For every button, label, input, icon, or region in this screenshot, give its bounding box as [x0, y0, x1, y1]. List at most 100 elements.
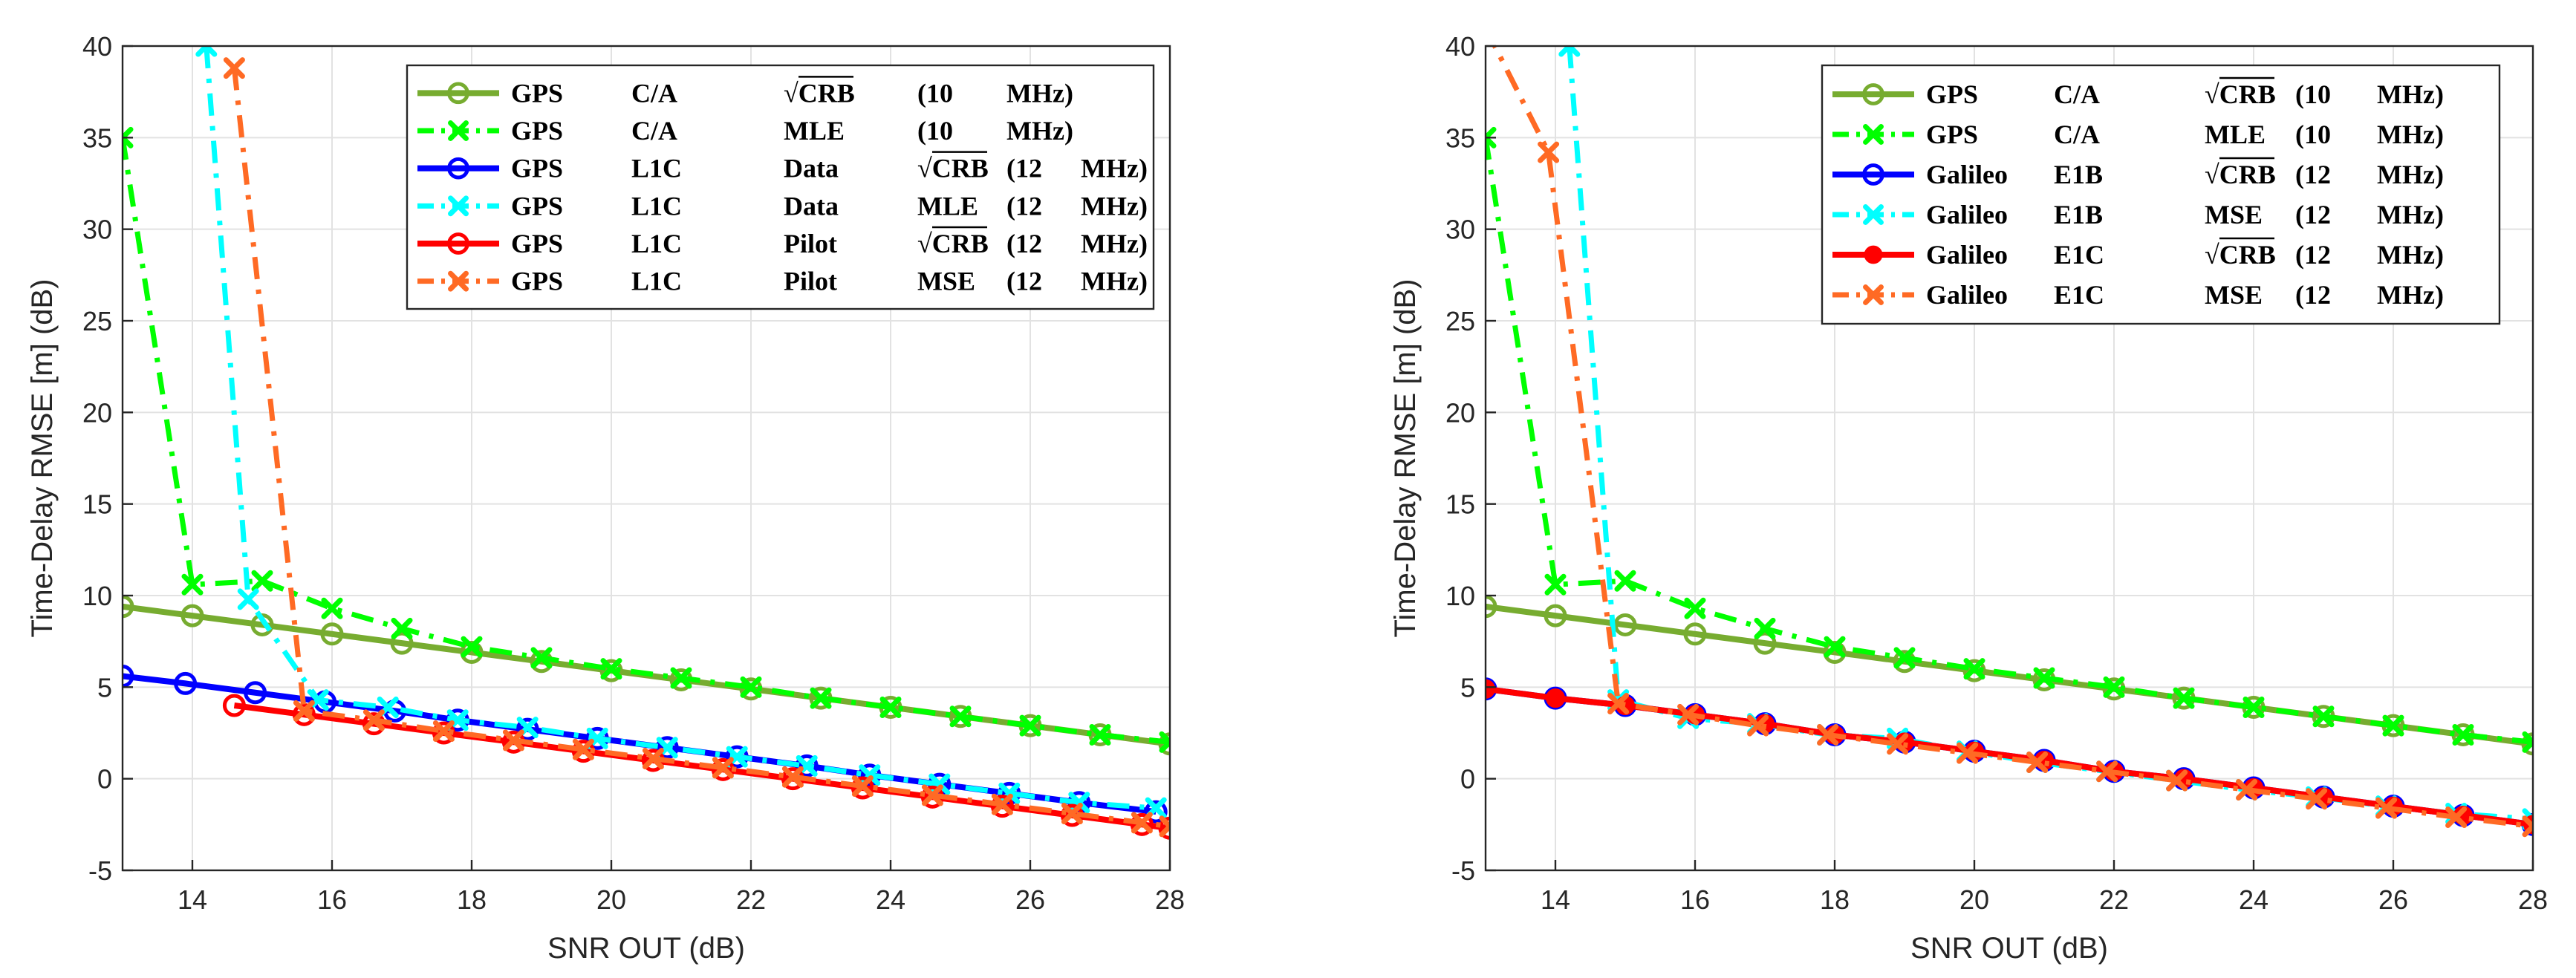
legend-token: GPS [511, 116, 563, 146]
y-tick-label: 25 [82, 306, 112, 336]
data-point-s1-3 [321, 597, 343, 619]
data-point-s1-12 [2312, 705, 2335, 728]
right-chart-panel: 14 16 18 20 22 24 26 28 -5 0 5 10 15 20 25 30 35 40 SNR OU… [1389, 31, 2548, 965]
data-point-s1-9 [740, 676, 762, 698]
y-tick-label: 40 [82, 31, 112, 62]
data-point-s4-1 [1546, 688, 1565, 708]
left-chart-panel: 14 16 18 20 22 24 26 28 -5 0 5 10 15 20 25 30 35 40 SNR OU… [26, 31, 1185, 965]
y-tick-label: 0 [1460, 764, 1475, 795]
y-tick-label: 0 [97, 764, 112, 795]
data-point-s3-12 [998, 782, 1021, 804]
legend-token: Data [784, 191, 839, 221]
legend-marker-1 [448, 120, 469, 141]
legend-token: GPS [511, 154, 563, 183]
legend-token: √CRB [2205, 160, 2276, 189]
legend-token: MLE [2205, 120, 2266, 149]
data-point-s4-11 [990, 795, 1014, 818]
legend-token: GPS [511, 267, 563, 296]
data-point-s5-11 [2236, 778, 2258, 801]
data-point-s1-2 [251, 570, 273, 592]
legend-token: √CRB [2205, 240, 2276, 270]
data-point-s1-11 [2242, 696, 2265, 718]
legend-token: C/A [631, 78, 677, 108]
series-line-3 [204, 46, 1157, 811]
legend-marker-1 [1863, 124, 1884, 145]
data-point-s5-10 [2166, 769, 2188, 792]
legend-token: (12 [1006, 229, 1042, 258]
data-point-s1-2 [1614, 570, 1636, 592]
axes-box [1484, 45, 2534, 872]
data-point-s5-1 [293, 700, 315, 722]
legend-token: (12 [2295, 280, 2331, 310]
legend-token: E1C [2054, 240, 2104, 270]
data-point-s4-9 [850, 776, 874, 800]
data-point-s5-12 [2306, 788, 2328, 810]
data-point-s1-0 [123, 126, 134, 149]
data-point-s0-15 [2521, 732, 2533, 756]
data-point-s0-1 [1544, 604, 1567, 627]
data-point-s5-13 [2375, 797, 2398, 819]
data-point-s1-1 [181, 573, 204, 596]
data-point-s0-2 [1613, 613, 1637, 636]
legend-token: (10 [2295, 79, 2331, 109]
legend-marker-5 [448, 270, 469, 292]
x-axis-label: SNR OUT (dB) [1910, 932, 2108, 965]
legend-marker-5 [1863, 284, 1884, 305]
data-point-s3-1 [237, 588, 259, 610]
data-point-s5-9 [2096, 760, 2118, 783]
y-tick-label: 25 [1445, 306, 1475, 336]
data-point-s2-15 [1144, 800, 1168, 824]
series-line-1 [1486, 137, 2533, 745]
series-line-5 [231, 68, 1170, 829]
x-tick-label: 14 [1541, 884, 1570, 915]
data-point-s5-7 [1957, 742, 1979, 764]
legend-box [406, 64, 1155, 310]
data-point-s4-3 [432, 721, 455, 745]
y-tick-label: 10 [1445, 581, 1475, 611]
data-point-s5-15 [2522, 815, 2533, 838]
data-point-s5-3 [1677, 703, 1700, 726]
legend-token: GPS [511, 229, 563, 258]
legend-marker-3 [1863, 204, 1884, 225]
x-tick-label: 28 [2518, 884, 2548, 915]
x-tick-label: 18 [457, 884, 487, 915]
data-point-s1-13 [2382, 714, 2404, 737]
x-tick-label: 14 [178, 884, 207, 915]
legend-token: GPS [511, 191, 563, 221]
data-point-s0-0 [1486, 595, 1497, 619]
legend-token: √CRB [784, 78, 855, 108]
data-point-s5-14 [2445, 806, 2468, 828]
legend-token: MHz) [1081, 229, 1148, 258]
y-tick-label: 40 [1445, 31, 1475, 62]
legend-token: MHz) [2377, 160, 2444, 189]
legend-token: (12 [1006, 191, 1042, 221]
data-point-s0-7 [1962, 659, 1986, 682]
data-point-s0-15 [1158, 732, 1170, 756]
legend-token: MLE [784, 116, 845, 146]
data-point-s3-0 [195, 46, 218, 57]
data-point-s1-6 [1893, 647, 1916, 669]
y-axis-label: Time-Delay RMSE [m] (dB) [1389, 278, 1422, 637]
x-tick-label: 16 [1680, 884, 1710, 915]
legend-token: C/A [2054, 120, 2100, 149]
data-point-s5-4 [1747, 714, 1769, 737]
legend-token: GPS [1926, 120, 1978, 149]
y-tick-label: 20 [82, 397, 112, 428]
legend-token: (12 [2295, 200, 2331, 229]
legend-marker-3 [448, 195, 469, 217]
y-tick-label: 15 [1445, 489, 1475, 520]
data-point-s1-4 [1754, 617, 1776, 639]
data-point-s0-7 [599, 659, 623, 682]
series-line-4 [1486, 685, 2533, 828]
legend-token: (10 [917, 116, 953, 146]
legend-token: √CRB [917, 154, 989, 183]
data-point-s1-5 [1824, 636, 1846, 658]
data-point-s2-1 [174, 671, 198, 695]
data-point-s1-12 [949, 705, 972, 728]
data-point-s5-10 [921, 784, 943, 806]
legend-token: MHz) [1006, 78, 1073, 108]
y-axis-label: Time-Delay RMSE [m] (dB) [26, 278, 59, 637]
legend-token: MHz) [1081, 154, 1148, 183]
data-point-s5-5 [1817, 723, 1839, 746]
